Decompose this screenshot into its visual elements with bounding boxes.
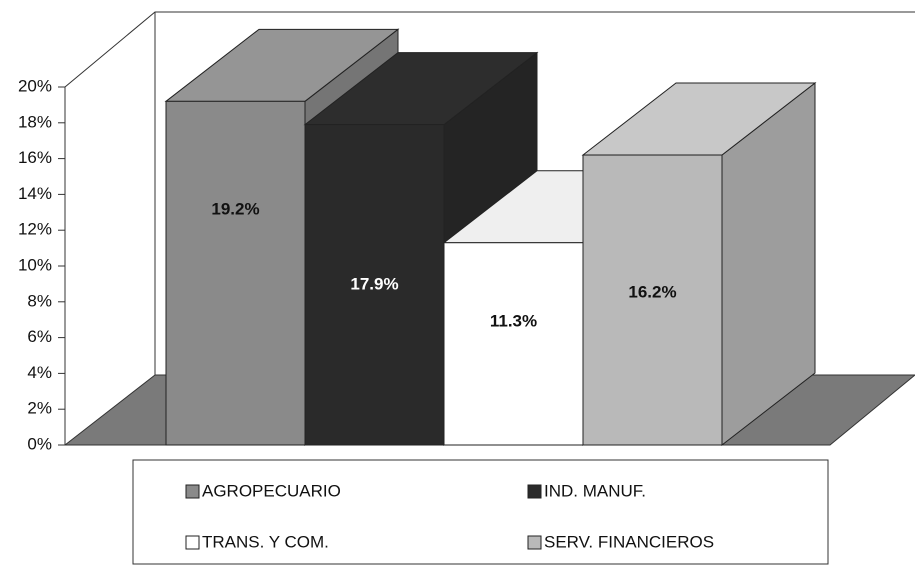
bar xyxy=(582,154,723,446)
legend-swatch xyxy=(527,484,542,499)
y-tick-label: 20% xyxy=(18,76,52,95)
value-label: 17.9% xyxy=(350,274,398,293)
y-tick-label: 14% xyxy=(18,184,52,203)
legend-swatch xyxy=(185,535,200,550)
y-tick-label: 16% xyxy=(18,148,52,167)
value-label: 16.2% xyxy=(628,282,676,301)
y-tick-label: 6% xyxy=(27,327,52,346)
y-tick-label: 8% xyxy=(27,291,52,310)
value-label: 19.2% xyxy=(211,199,259,218)
y-tick-label: 18% xyxy=(18,112,52,131)
y-tick-label: 12% xyxy=(18,220,52,239)
legend-swatch xyxy=(527,535,542,550)
y-tick-label: 0% xyxy=(27,434,52,453)
legend-box xyxy=(132,459,829,565)
y-tick-label: 10% xyxy=(18,255,52,274)
bar xyxy=(443,242,584,446)
bar xyxy=(304,124,445,446)
legend-swatch xyxy=(185,484,200,499)
bar xyxy=(165,100,306,446)
value-label: 11.3% xyxy=(490,311,537,330)
legend-label: AGROPECUARIO xyxy=(202,481,341,500)
legend-label: TRANS. Y COM. xyxy=(202,532,329,551)
y-tick-label: 2% xyxy=(27,399,52,418)
y-tick-label: 4% xyxy=(27,363,52,382)
legend-label: IND. MANUF. xyxy=(544,481,646,500)
legend-label: SERV. FINANCIEROS xyxy=(544,532,714,551)
